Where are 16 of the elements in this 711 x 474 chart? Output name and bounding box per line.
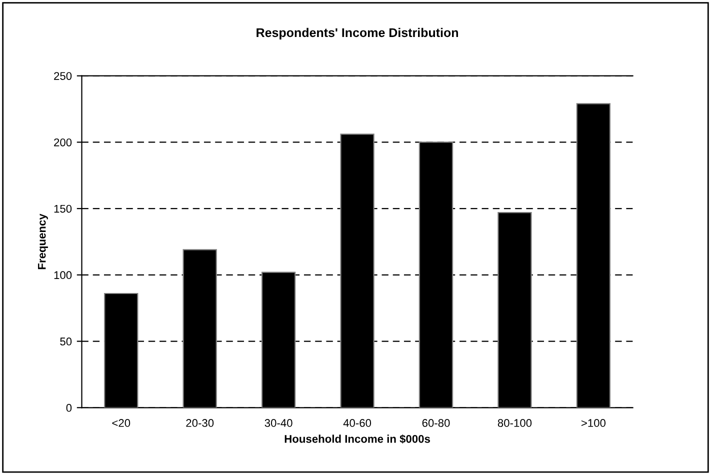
x-tick-label: <20 bbox=[112, 419, 130, 427]
chart-title: Respondents' Income Distribution bbox=[256, 28, 458, 40]
x-tick-label: 80-100 bbox=[498, 419, 532, 427]
y-tick-label: 150 bbox=[54, 204, 72, 213]
x-tick-label: 30-40 bbox=[264, 419, 292, 427]
x-tick-label: 60-80 bbox=[422, 419, 450, 427]
x-axis-title: Household Income in $000s bbox=[284, 434, 430, 444]
y-tick-label: 100 bbox=[54, 271, 72, 280]
y-tick-label: 50 bbox=[60, 338, 72, 346]
x-tick-label: 20-30 bbox=[186, 419, 214, 427]
x-tick-label: >100 bbox=[581, 419, 606, 427]
y-tick-label: 200 bbox=[54, 138, 72, 146]
y-axis-title: Frequency bbox=[38, 214, 48, 270]
x-tick-label: 40-60 bbox=[343, 419, 372, 427]
y-tick-label: 250 bbox=[54, 72, 72, 80]
y-tick-label: 0 bbox=[66, 404, 72, 412]
